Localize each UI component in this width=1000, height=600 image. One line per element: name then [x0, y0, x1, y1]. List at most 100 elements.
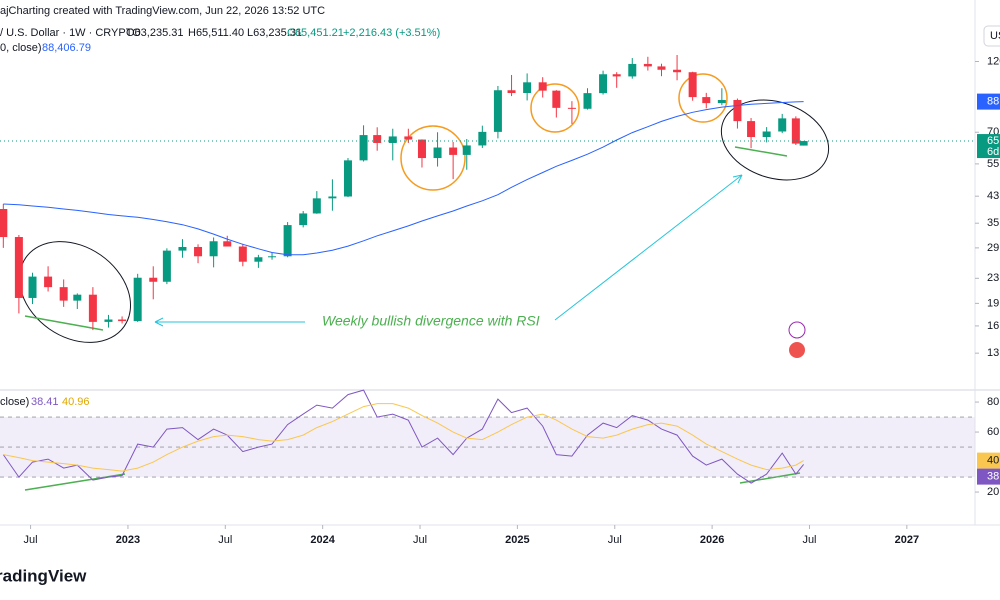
- divergence-line: [734, 146, 788, 157]
- logo: radingView: [0, 566, 87, 585]
- candle-body: [104, 319, 113, 322]
- candle-body: [583, 93, 592, 109]
- y-tick-label: 13,: [987, 347, 1000, 359]
- candle-body: [523, 82, 532, 93]
- countdown: 6d: [987, 146, 999, 158]
- candle-body: [799, 141, 808, 146]
- ma-value: 88,406.79: [42, 42, 91, 54]
- low: L63,235.31: [247, 27, 302, 39]
- currency-button[interactable]: [983, 25, 1000, 47]
- candle-body: [59, 287, 68, 301]
- candle-body: [673, 69, 682, 73]
- candle-body: [747, 121, 756, 138]
- change: +2,216.43 (+3.51%): [343, 27, 440, 39]
- candle-body: [0, 209, 8, 238]
- symbol: / U.S. Dollar · 1W · CRYPTO: [0, 27, 141, 39]
- price-tag: [977, 134, 1000, 159]
- arrow-head: [154, 317, 164, 327]
- rsi-value: 38.41: [31, 396, 59, 408]
- candle-body: [359, 135, 368, 161]
- candle-body: [133, 277, 142, 322]
- rsi-y-tick-label: 80.: [987, 396, 1000, 408]
- rsi-ma-tag-label: 40.: [987, 455, 1000, 467]
- rsi-y-tick-label: 20.: [987, 486, 1000, 498]
- candle-body: [28, 276, 37, 298]
- rsi-tag: [977, 468, 1000, 485]
- icon[interactable]: [788, 321, 806, 339]
- candle-body: [612, 74, 621, 77]
- price-tag-label: 65,: [987, 135, 1000, 147]
- candle-body: [254, 257, 263, 262]
- y-tick-label: 43,: [987, 190, 1000, 202]
- drawing-ellipse: [720, 99, 830, 181]
- x-tick-label: Jul: [608, 534, 622, 546]
- candle-body: [599, 74, 608, 94]
- ma-tag: [977, 93, 1000, 110]
- x-tick-label: Jul: [413, 534, 427, 546]
- drawing-circle: [678, 73, 728, 123]
- drawing-circle: [400, 125, 466, 191]
- y-tick-label: 35,: [987, 217, 1000, 229]
- candle-body: [14, 237, 23, 298]
- candle-body: [567, 107, 576, 109]
- candle-body: [791, 118, 800, 144]
- candle-body: [268, 256, 277, 258]
- candle-body: [73, 294, 82, 301]
- drawing-circle: [530, 83, 580, 133]
- candle-body: [373, 135, 382, 143]
- y-tick-label: 16,: [987, 320, 1000, 332]
- candle-body: [388, 136, 397, 143]
- candle-body: [717, 99, 726, 104]
- candle-body: [312, 198, 321, 214]
- candle-body: [238, 246, 247, 262]
- candle-body: [88, 294, 97, 322]
- attribution: ajCharting created with TradingView.com,…: [0, 5, 325, 17]
- rsi-divergence-line: [739, 472, 801, 484]
- candle-body: [688, 72, 697, 98]
- ma-legend: 0, close): [0, 42, 42, 54]
- candle-body: [449, 147, 458, 155]
- x-tick-label: Jul: [218, 534, 232, 546]
- y-tick-label: 29,: [987, 242, 1000, 254]
- x-tick-label: 2025: [505, 534, 529, 546]
- candle-body: [417, 139, 426, 159]
- candle-body: [283, 225, 292, 257]
- candle-body: [178, 246, 187, 251]
- candle-body: [404, 136, 413, 140]
- candle-body: [462, 145, 471, 155]
- y-tick-label: 120,: [987, 55, 1000, 67]
- candle-body: [478, 131, 487, 146]
- rsi-ma-value: 40.96: [62, 396, 90, 408]
- candle-body: [433, 147, 442, 159]
- candle-body: [493, 90, 502, 132]
- ma-tag-label: 88,: [987, 96, 1000, 108]
- candle-body: [299, 213, 308, 226]
- annotation: Weekly bullish divergence with RSI: [322, 313, 540, 329]
- candle-body: [44, 276, 53, 288]
- x-tick-label: 2027: [895, 534, 919, 546]
- x-tick-label: 2023: [116, 534, 140, 546]
- candle-body: [328, 196, 337, 199]
- rsi-tag-label: 38.: [987, 471, 1000, 483]
- drawing-ellipse: [18, 241, 132, 343]
- rsi-legend: close): [0, 396, 29, 408]
- candle-body: [507, 90, 516, 93]
- close: C65,451.21: [287, 27, 344, 39]
- currency[interactable]: US: [990, 30, 1000, 42]
- candle-body: [223, 241, 232, 247]
- candle-body: [343, 160, 352, 197]
- x-tick-label: 2024: [310, 534, 335, 546]
- y-tick-label: 23,: [987, 272, 1000, 284]
- candle-body: [552, 90, 561, 108]
- arrow-line: [554, 174, 743, 321]
- candle-body: [643, 63, 652, 67]
- arrow-head: [732, 174, 743, 184]
- candle-body: [209, 241, 218, 257]
- rsi-line: [2, 389, 804, 484]
- icon[interactable]: [789, 342, 805, 358]
- candle-body: [162, 250, 171, 282]
- candle-body: [778, 118, 787, 132]
- candle-body: [118, 319, 127, 322]
